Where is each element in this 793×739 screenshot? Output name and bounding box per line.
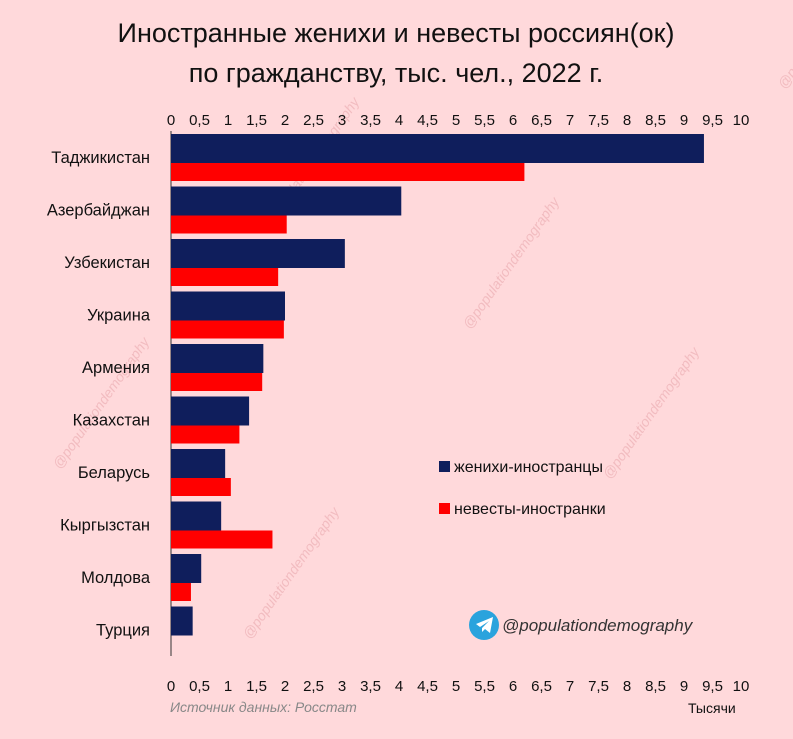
x-tick-label-top: 4,5 bbox=[417, 112, 438, 129]
bar-grooms bbox=[171, 186, 402, 216]
x-tick-label-top: 7,5 bbox=[588, 112, 609, 129]
category-labels: Таджикистан Азербайджан Узбекистан Украина А… bbox=[47, 149, 151, 640]
x-tick-label-bottom: 2,5 bbox=[303, 678, 324, 695]
x-tick-label-top: 1,5 bbox=[246, 112, 267, 129]
x-tick-label-top: 0,5 bbox=[189, 112, 210, 129]
category-label: Казахстан bbox=[73, 412, 150, 430]
telegram-icon bbox=[469, 610, 499, 640]
category-label: Узбекистан bbox=[64, 254, 150, 272]
x-tick-label-top: 0 bbox=[167, 112, 175, 129]
bar-brides bbox=[171, 478, 231, 496]
bar-grooms bbox=[171, 239, 345, 268]
x-tick-label-bottom: 2 bbox=[281, 678, 289, 695]
legend-swatch-grooms bbox=[439, 461, 450, 472]
x-tick-label-top: 2,5 bbox=[303, 112, 324, 129]
x-tick-label-top: 6,5 bbox=[531, 112, 552, 129]
x-tick-label-bottom: 9 bbox=[680, 678, 688, 695]
x-tick-label-bottom: 0 bbox=[167, 678, 175, 695]
telegram-badge[interactable]: @populationdemography bbox=[469, 610, 694, 640]
watermark: @populationdemography bbox=[599, 343, 703, 481]
x-tick-label-top: 7 bbox=[566, 112, 574, 129]
x-tick-label-top: 1 bbox=[224, 112, 232, 129]
x-axis-bottom: 0 0,5 1 1,5 2 2,5 3 3,5 4 4,5 5 5,5 6 6,5 7 7,5 8 8,5 9 9,5… bbox=[167, 678, 750, 695]
x-tick-label-top: 4 bbox=[395, 112, 403, 129]
x-tick-label-top: 2 bbox=[281, 112, 289, 129]
bar-grooms bbox=[171, 554, 202, 583]
source-note: Источник данных: Росстат bbox=[170, 699, 357, 715]
bar-grooms bbox=[171, 344, 264, 373]
category-label: Украина bbox=[87, 307, 151, 325]
bar-grooms bbox=[171, 449, 226, 478]
category-label: Беларусь bbox=[78, 464, 150, 482]
category-label: Таджикистан bbox=[51, 149, 150, 167]
bar-brides bbox=[171, 320, 284, 339]
bar-brides bbox=[171, 215, 287, 234]
x-tick-label-top: 5,5 bbox=[474, 112, 495, 129]
watermark-group: @populationdemography @populationdemogra… bbox=[49, 0, 793, 642]
x-tick-label-bottom: 4,5 bbox=[417, 678, 438, 695]
x-tick-label-top: 8,5 bbox=[645, 112, 666, 129]
bar-brides bbox=[171, 373, 263, 391]
bar-grooms bbox=[171, 291, 285, 321]
x-tick-label-bottom: 8 bbox=[623, 678, 631, 695]
category-label: Азербайджан bbox=[47, 202, 150, 220]
x-tick-label-bottom: 0,5 bbox=[189, 678, 210, 695]
bar-grooms bbox=[171, 396, 250, 426]
bar-grooms bbox=[171, 134, 704, 163]
x-tick-label-top: 5 bbox=[452, 112, 460, 129]
bar-grooms bbox=[171, 501, 222, 531]
x-tick-label-bottom: 1 bbox=[224, 678, 232, 695]
watermark: @populationdemography bbox=[774, 0, 793, 92]
category-label: Молдова bbox=[81, 569, 151, 587]
x-tick-label-top: 3,5 bbox=[360, 112, 381, 129]
watermark: @populationdemography bbox=[49, 333, 153, 471]
x-tick-label-bottom: 1,5 bbox=[246, 678, 267, 695]
bar-grooms bbox=[171, 606, 193, 636]
x-tick-label-bottom: 9,5 bbox=[702, 678, 723, 695]
category-label: Турция bbox=[96, 622, 150, 640]
x-tick-label-top: 6 bbox=[509, 112, 517, 129]
x-tick-label-bottom: 6 bbox=[509, 678, 517, 695]
x-tick-label-top: 9,5 bbox=[702, 112, 723, 129]
legend-swatch-brides bbox=[439, 503, 450, 514]
legend: женихи-иностранцы невесты-иностранки bbox=[439, 459, 606, 518]
x-tick-label-bottom: 4 bbox=[395, 678, 403, 695]
watermark: @populationdemography bbox=[459, 193, 563, 331]
x-tick-label-bottom: 6,5 bbox=[531, 678, 552, 695]
x-tick-label-bottom: 7 bbox=[566, 678, 574, 695]
category-label: Армения bbox=[82, 359, 150, 377]
unit-label: Тысячи bbox=[688, 700, 736, 716]
chart-title-line-1: Иностранные женихи и невесты россиян(ок) bbox=[118, 18, 675, 48]
category-label: Кыргызстан bbox=[60, 517, 150, 535]
bar-brides bbox=[171, 163, 525, 181]
bars bbox=[171, 134, 704, 636]
x-tick-label-bottom: 3,5 bbox=[360, 678, 381, 695]
x-tick-label-bottom: 5,5 bbox=[474, 678, 495, 695]
bar-brides bbox=[171, 530, 273, 549]
bar-brides bbox=[171, 425, 240, 444]
x-tick-label-bottom: 8,5 bbox=[645, 678, 666, 695]
x-tick-label-bottom: 7,5 bbox=[588, 678, 609, 695]
x-axis-top: 0 0,5 1 1,5 2 2,5 3 3,5 4 4,5 5 5,5 6 6,5 7 7,5 8 8,5 9 9,5… bbox=[167, 112, 750, 129]
x-tick-label-top: 10 bbox=[733, 112, 750, 129]
x-tick-label-top: 3 bbox=[338, 112, 346, 129]
x-tick-label-top: 8 bbox=[623, 112, 631, 129]
bar-brides bbox=[171, 268, 279, 286]
legend-label-grooms: женихи-иностранцы bbox=[454, 459, 603, 476]
x-tick-label-bottom: 5 bbox=[452, 678, 460, 695]
legend-label-brides: невесты-иностранки bbox=[454, 501, 606, 518]
telegram-handle[interactable]: @populationdemography bbox=[502, 616, 694, 635]
watermark: @populationdemography bbox=[239, 503, 343, 641]
x-tick-label-top: 9 bbox=[680, 112, 688, 129]
x-tick-label-bottom: 3 bbox=[338, 678, 346, 695]
x-tick-label-bottom: 10 bbox=[733, 678, 750, 695]
chart-title-line-2: по гражданству, тыс. чел., 2022 г. bbox=[189, 58, 604, 88]
bar-brides bbox=[171, 583, 191, 601]
